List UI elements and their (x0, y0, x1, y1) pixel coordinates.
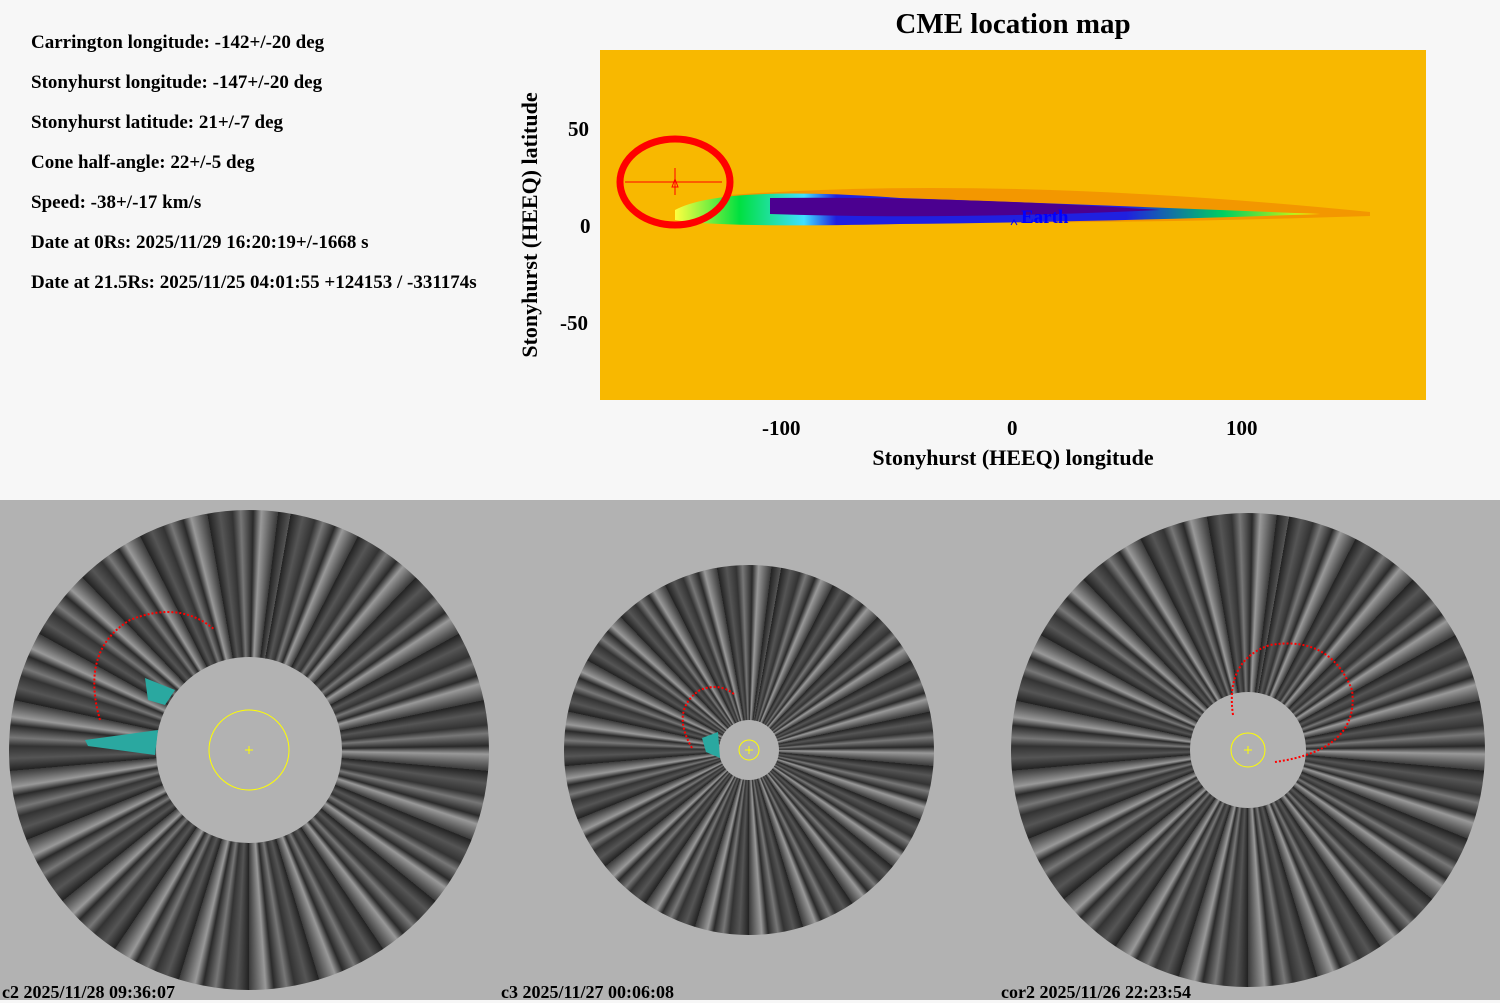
c3-cme-detection (702, 732, 720, 758)
cor2-caption: cor2 2025/11/26 22:23:54 (1001, 982, 1191, 1002)
c2-sun-center-icon (245, 746, 253, 754)
map-background (600, 50, 1426, 400)
x-axis-label: Stonyhurst (HEEQ) longitude (872, 445, 1154, 470)
y-tick: 0 (580, 214, 591, 238)
cme-location-map: Earth (600, 50, 1426, 400)
cone-half-angle: Cone half-angle: 22+/-5 deg (31, 152, 255, 173)
c2-caption: c2 2025/11/28 09:36:07 (2, 982, 175, 1002)
cor2-sun-center-icon (1244, 746, 1252, 754)
date-at-0rs: Date at 0Rs: 2025/11/29 16:20:19+/-1668 … (31, 232, 369, 253)
c3-caption: c3 2025/11/27 00:06:08 (501, 982, 674, 1002)
x-tick: 0 (1007, 416, 1018, 440)
map-title: CME location map (895, 8, 1131, 40)
x-tick: -100 (762, 416, 801, 440)
speed: Speed: -38+/-17 km/s (31, 192, 202, 213)
c2-sun-circle (208, 709, 290, 791)
stonyhurst-latitude: Stonyhurst latitude: 21+/-7 deg (31, 112, 284, 133)
c3-cme-fit (681, 685, 736, 749)
y-tick: -50 (560, 311, 588, 335)
cme-location-circle (616, 135, 734, 229)
c3-sun-circle (738, 739, 760, 761)
earth-label: Earth (1021, 207, 1069, 228)
x-tick: 100 (1226, 416, 1258, 440)
top-panel: Carrington longitude: -142+/-20 deg Ston… (0, 0, 1500, 500)
c2-cme-detection (85, 678, 175, 755)
carrington-longitude: Carrington longitude: -142+/-20 deg (31, 32, 325, 53)
plume-core (770, 197, 1160, 217)
stonyhurst-longitude: Stonyhurst longitude: -147+/-20 deg (31, 72, 323, 93)
cme-marker-icon (671, 177, 679, 188)
cor2-sun-circle (1230, 732, 1266, 768)
earth-marker-icon (1010, 219, 1018, 226)
cor2-cme-fit (1230, 642, 1354, 763)
y-tick: 50 (568, 117, 589, 141)
date-at-21-5rs: Date at 21.5Rs: 2025/11/25 04:01:55 +124… (31, 272, 477, 293)
overlays (85, 611, 1354, 791)
c2-cme-fit (93, 611, 216, 721)
c3-sun-center-icon (745, 746, 753, 754)
y-axis-label: Stonyhurst (HEEQ) latitude (517, 92, 542, 358)
